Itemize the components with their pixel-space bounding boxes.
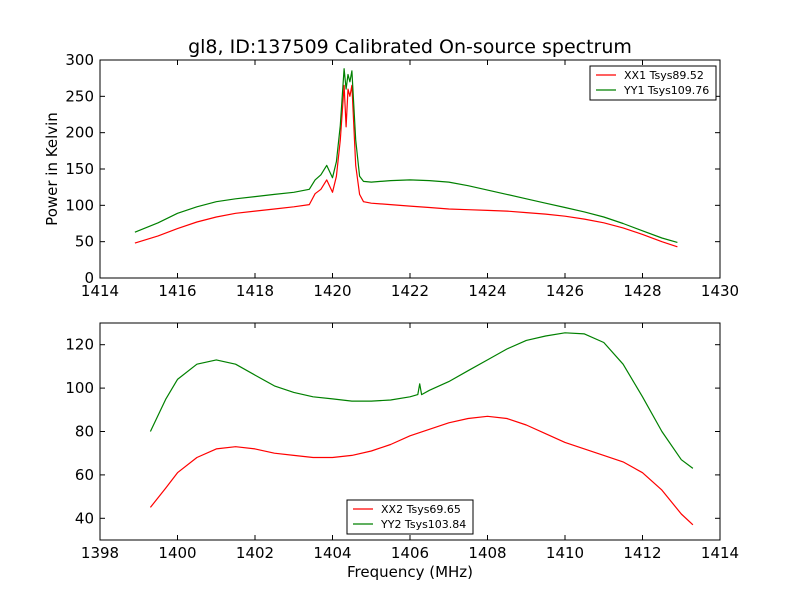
y-axis-label: Power in Kelvin: [43, 112, 61, 226]
x-tick-label: 1412: [623, 544, 661, 562]
x-tick-label: 1414: [81, 282, 119, 300]
series-line-2: [134, 68, 678, 243]
x-tick-label: 1426: [546, 282, 584, 300]
y-tick-label: 250: [65, 87, 94, 105]
x-tick-label: 1398: [81, 544, 119, 562]
series-line-1: [149, 415, 694, 526]
y-tick-label: 100: [65, 196, 94, 214]
legend-entry-label: YY1 Tsys109.76: [623, 84, 709, 97]
x-axis-label: Frequency (MHz): [347, 563, 473, 581]
legend-entry-label: XX2 Tsys69.65: [381, 503, 461, 516]
x-tick-label: 1424: [468, 282, 506, 300]
x-tick-label: 1408: [468, 544, 506, 562]
y-tick-label: 50: [75, 233, 94, 251]
x-tick-label: 1428: [623, 282, 661, 300]
x-tick-label: 1416: [158, 282, 196, 300]
bottom-panel: 1398 1400 1402 1404 1406 1408 1410 1412 1414 40 60…: [65, 322, 739, 581]
top-panel: 1414 1416 1418 1420 1422 1424 1426 1428 1430 0 50 1…: [43, 51, 739, 300]
y-tick-label: 100: [65, 379, 94, 397]
x-tick-label: 1414: [701, 544, 739, 562]
legend-entry-label: XX1 Tsys89.52: [624, 69, 704, 82]
x-tick-label: 1418: [236, 282, 274, 300]
y-tick-label: 150: [65, 160, 94, 178]
x-tick-label: 1410: [546, 544, 584, 562]
y-tick-label: 120: [65, 336, 94, 354]
x-tick-label: 1400: [158, 544, 196, 562]
legend-entry-label: YY2 Tsys103.84: [380, 518, 466, 531]
x-tick-label: 1430: [701, 282, 739, 300]
y-tick-label: 200: [65, 124, 94, 142]
legend: XX2 Tsys69.65 YY2 Tsys103.84: [346, 499, 474, 535]
series-line-2: [149, 332, 694, 469]
x-tick-label: 1404: [313, 544, 351, 562]
x-tick-label: 1422: [391, 282, 429, 300]
y-tick-label: 300: [65, 51, 94, 69]
x-tick-label: 1420: [313, 282, 351, 300]
legend: XX1 Tsys89.52 YY1 Tsys109.76: [589, 65, 717, 101]
y-tick-label: 0: [84, 269, 94, 287]
x-tick-label: 1406: [391, 544, 429, 562]
chart-title: gl8, ID:137509 Calibrated On-source spec…: [188, 36, 632, 58]
y-tick-label: 80: [75, 423, 94, 441]
series-line-1: [134, 84, 678, 248]
y-tick-label: 40: [75, 509, 94, 527]
x-tick-label: 1402: [236, 544, 274, 562]
y-tick-label: 60: [75, 466, 94, 484]
